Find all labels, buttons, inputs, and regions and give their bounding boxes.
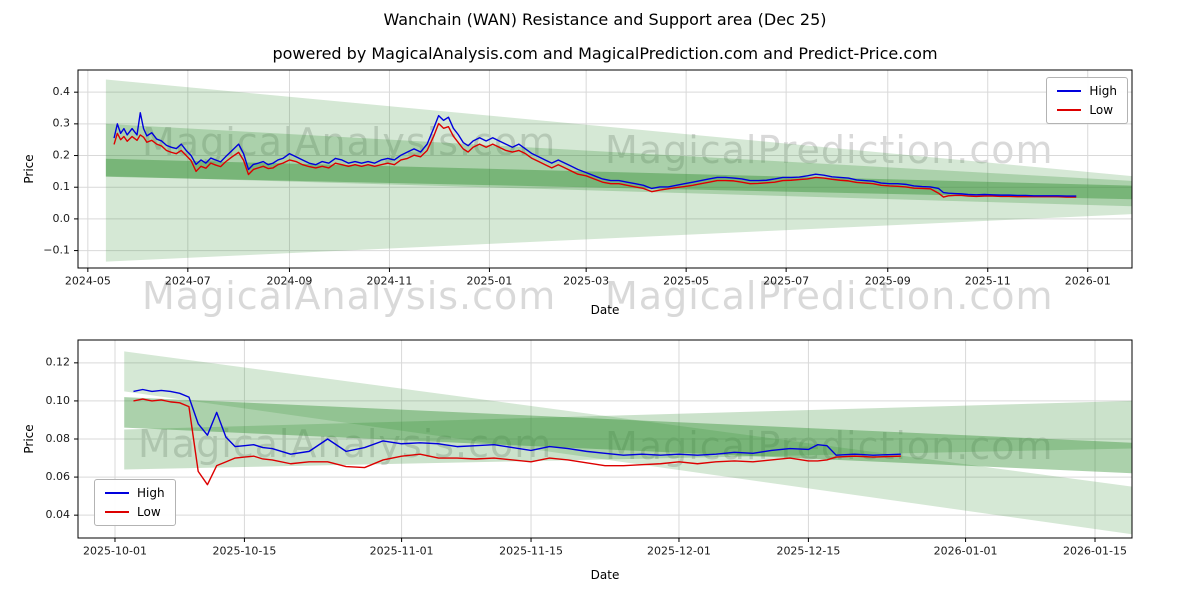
page-subtitle: powered by MagicalAnalysis.com and Magic… bbox=[272, 44, 938, 63]
legend-label-high: High bbox=[1089, 84, 1117, 98]
page-title: Wanchain (WAN) Resistance and Support ar… bbox=[383, 10, 827, 29]
legend-item-low: Low bbox=[105, 505, 165, 519]
top-chart-ylabel: Price bbox=[22, 154, 36, 184]
legend-label-low: Low bbox=[137, 505, 161, 519]
low-line-swatch bbox=[105, 511, 129, 513]
legend-item-high: High bbox=[105, 486, 165, 500]
legend-item-high: High bbox=[1057, 84, 1117, 98]
top-chart-legend: High Low bbox=[1046, 77, 1128, 124]
legend-label-low: Low bbox=[1089, 103, 1114, 117]
bottom-chart-ylabel: Price bbox=[22, 424, 36, 454]
top-chart-xlabel: Date bbox=[590, 303, 620, 317]
legend-item-low: Low bbox=[1057, 103, 1117, 117]
high-line-swatch bbox=[105, 492, 129, 494]
legend-label-high: High bbox=[137, 486, 165, 500]
high-line-swatch bbox=[1057, 90, 1082, 92]
low-line-swatch bbox=[1057, 109, 1082, 111]
bottom-chart-legend: High Low bbox=[94, 479, 176, 526]
bottom-chart-xlabel: Date bbox=[590, 568, 620, 582]
